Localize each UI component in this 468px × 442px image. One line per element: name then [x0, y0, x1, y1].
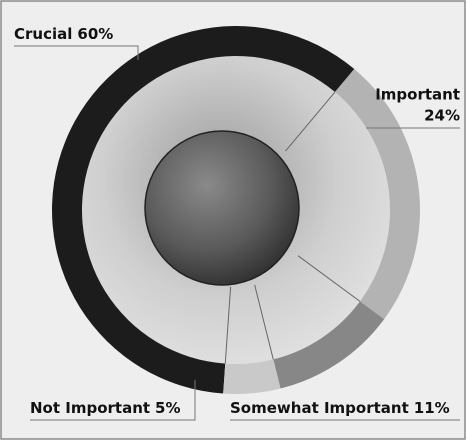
donut-segment	[273, 301, 385, 389]
segment-divider	[224, 286, 232, 364]
donut-segment	[52, 26, 355, 394]
leader-line	[14, 45, 139, 60]
segment-label: Crucial 60%	[14, 25, 113, 43]
value-label: 11%	[414, 399, 450, 417]
category-label: Crucial	[14, 25, 72, 43]
value-label: 60%	[77, 25, 113, 43]
segment-divider	[285, 91, 336, 152]
leader-line	[30, 380, 196, 421]
photo-center	[144, 130, 300, 286]
value-label: 5%	[155, 399, 180, 417]
segment-divider	[254, 284, 274, 360]
segment-divider	[297, 255, 361, 302]
category-label: Important	[375, 86, 460, 104]
value-label: 24%	[424, 107, 460, 125]
segment-label: Not Important 5%	[30, 399, 181, 417]
category-label: Somewhat Important	[230, 399, 409, 417]
segment-label: Somewhat Important 11%	[230, 399, 450, 417]
category-label: Not Important	[30, 399, 150, 417]
donut-segment	[334, 69, 420, 320]
donut-segment	[223, 359, 281, 394]
